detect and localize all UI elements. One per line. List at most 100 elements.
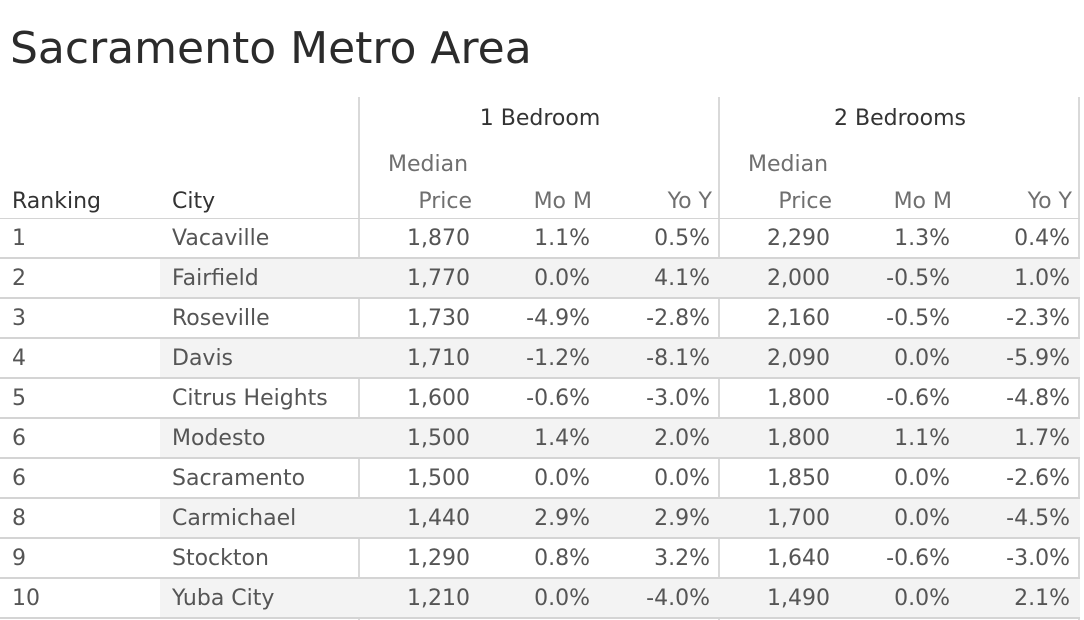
b1-price-cell: 1,870 (407, 226, 470, 251)
column-header-b1-price: Price (418, 189, 472, 214)
b2-mom-cell: 1.1% (894, 426, 950, 451)
b1-mom-cell: 0.0% (534, 466, 590, 491)
b1-price-cell: 1,210 (407, 586, 470, 611)
b1-yoy-cell: -4.0% (646, 586, 710, 611)
city-cell: Modesto (172, 426, 266, 451)
group-header-2-bedrooms: 2 Bedrooms (834, 106, 966, 131)
b1-yoy-cell: 0.5% (654, 226, 710, 251)
city-cell: Roseville (172, 306, 270, 331)
column-header-city: City (172, 189, 216, 214)
b2-mom-cell: 0.0% (894, 466, 950, 491)
ranking-cell: 3 (12, 306, 26, 331)
b1-mom-cell: 0.8% (534, 546, 590, 571)
b2-price-cell: 1,490 (767, 586, 830, 611)
b1-price-cell: 1,290 (407, 546, 470, 571)
ranking-cell: 9 (12, 546, 26, 571)
b2-mom-cell: -0.5% (886, 306, 950, 331)
row-stripe (160, 579, 1080, 618)
b1-yoy-cell: 2.9% (654, 506, 710, 531)
b1-yoy-cell: -3.0% (646, 386, 710, 411)
b2-mom-cell: 0.0% (894, 586, 950, 611)
city-cell: Davis (172, 346, 234, 371)
row-stripe (160, 499, 1080, 538)
b1-mom-cell: 2.9% (534, 506, 590, 531)
b2-mom-cell: 0.0% (894, 506, 950, 531)
column-header-b2-yoy: Yo Y (1027, 189, 1072, 214)
b2-price-cell: 1,700 (767, 506, 830, 531)
b2-price-cell: 2,160 (767, 306, 830, 331)
b2-yoy-cell: 1.0% (1014, 266, 1070, 291)
row-divider (0, 537, 1080, 539)
column-header-ranking: Ranking (12, 189, 101, 214)
ranking-cell: 4 (12, 346, 26, 371)
row-stripe (160, 259, 1080, 298)
b1-yoy-cell: 0.0% (654, 466, 710, 491)
b2-mom-cell: 0.0% (894, 346, 950, 371)
row-divider (0, 417, 1080, 419)
b1-price-cell: 1,710 (407, 346, 470, 371)
row-stripe (160, 419, 1080, 458)
city-cell: Fairfield (172, 266, 259, 291)
row-divider (0, 457, 1080, 459)
ranking-cell: 5 (12, 386, 26, 411)
row-divider (0, 377, 1080, 379)
column-header-b2-price: Price (778, 189, 832, 214)
column-header-b1-mom: Mo M (533, 189, 592, 214)
ranking-cell: 10 (12, 586, 40, 611)
b1-mom-cell: 1.1% (534, 226, 590, 251)
page-title: Sacramento Metro Area (10, 23, 532, 74)
header-underline (0, 218, 1080, 219)
b1-yoy-cell: 3.2% (654, 546, 710, 571)
b2-price-cell: 1,800 (767, 426, 830, 451)
b1-price-cell: 1,440 (407, 506, 470, 531)
b2-mom-cell: 1.3% (894, 226, 950, 251)
b1-mom-cell: 0.0% (534, 586, 590, 611)
row-divider (0, 497, 1080, 499)
b1-price-cell: 1,770 (407, 266, 470, 291)
b1-price-cell: 1,500 (407, 426, 470, 451)
b1-mom-cell: -4.9% (526, 306, 590, 331)
b2-yoy-cell: -2.6% (1006, 466, 1070, 491)
b2-yoy-cell: -3.0% (1006, 546, 1070, 571)
b2-yoy-cell: -4.8% (1006, 386, 1070, 411)
b2-mom-cell: -0.6% (886, 386, 950, 411)
b1-yoy-cell: 4.1% (654, 266, 710, 291)
ranking-cell: 1 (12, 226, 26, 251)
b2-price-cell: 1,800 (767, 386, 830, 411)
b1-mom-cell: 1.4% (534, 426, 590, 451)
ranking-cell: 6 (12, 466, 26, 491)
city-cell: Stockton (172, 546, 269, 571)
city-cell: Carmichael (172, 506, 297, 531)
row-divider (0, 257, 1080, 259)
b1-yoy-cell: -2.8% (646, 306, 710, 331)
b1-mom-cell: -1.2% (526, 346, 590, 371)
city-cell: Yuba City (172, 586, 275, 611)
b1-yoy-cell: 2.0% (654, 426, 710, 451)
b1-price-cell: 1,500 (407, 466, 470, 491)
row-stripe (160, 339, 1080, 378)
row-divider (0, 297, 1080, 299)
ranking-cell: 8 (12, 506, 26, 531)
b1-price-cell: 1,600 (407, 386, 470, 411)
b1-mom-cell: 0.0% (534, 266, 590, 291)
b2-price-cell: 2,000 (767, 266, 830, 291)
b1-price-cell: 1,730 (407, 306, 470, 331)
b1-yoy-cell: -8.1% (646, 346, 710, 371)
city-cell: Vacaville (172, 226, 270, 251)
b2-mom-cell: -0.5% (886, 266, 950, 291)
b2-yoy-cell: -4.5% (1006, 506, 1070, 531)
b2-price-cell: 1,850 (767, 466, 830, 491)
group-header-1-bedroom: 1 Bedroom (479, 106, 601, 131)
row-divider (0, 617, 1080, 619)
b2-yoy-cell: 2.1% (1014, 586, 1070, 611)
b1-mom-cell: -0.6% (526, 386, 590, 411)
row-divider (0, 577, 1080, 579)
b2-price-cell: 1,640 (767, 546, 830, 571)
rent-table: 1 Bedroom 2 Bedrooms Ranking City Median… (0, 97, 1084, 620)
b2-price-cell: 2,090 (767, 346, 830, 371)
b2-yoy-cell: 1.7% (1014, 426, 1070, 451)
column-header-b2-mom: Mo M (893, 189, 952, 214)
b2-yoy-cell: 0.4% (1014, 226, 1070, 251)
column-header-b2-median: Median (748, 152, 829, 177)
ranking-cell: 6 (12, 426, 26, 451)
